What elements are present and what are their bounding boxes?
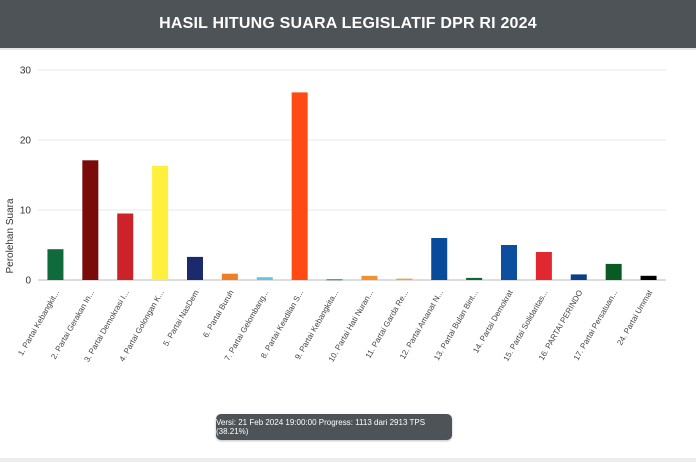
y-axis-ticks: 0 10 20 30 bbox=[20, 66, 32, 287]
grid-lines bbox=[38, 69, 666, 281]
bars bbox=[47, 92, 657, 281]
bar[interactable] bbox=[291, 92, 308, 281]
bar[interactable] bbox=[396, 278, 413, 280]
bar[interactable] bbox=[152, 165, 169, 280]
bar[interactable] bbox=[466, 277, 483, 280]
bar[interactable] bbox=[570, 274, 587, 280]
y-tick-label: 30 bbox=[20, 66, 32, 77]
x-tick-label: 6. Partai Buruh bbox=[201, 289, 235, 340]
bar[interactable] bbox=[535, 252, 552, 280]
y-tick-label: 20 bbox=[20, 136, 32, 147]
bar-chart: 0 10 20 30 Perolehan Suara 1. Partai Kebang… bbox=[5, 66, 666, 364]
x-tick-label: 24. Partai Ummat bbox=[615, 288, 654, 347]
bar[interactable] bbox=[256, 277, 273, 280]
chart-title: HASIL HITUNG SUARA LEGISLATIF DPR RI 202… bbox=[0, 0, 696, 50]
bar[interactable] bbox=[187, 256, 203, 280]
y-tick-label: 10 bbox=[20, 206, 32, 217]
bar[interactable] bbox=[431, 238, 448, 280]
y-axis-label: Perolehan Suara bbox=[5, 198, 16, 273]
bar[interactable] bbox=[640, 275, 657, 280]
bar[interactable] bbox=[361, 275, 378, 280]
y-tick-label: 0 bbox=[25, 276, 31, 287]
bar[interactable] bbox=[221, 273, 238, 280]
bar[interactable] bbox=[117, 213, 134, 281]
bar[interactable] bbox=[82, 160, 99, 280]
bottom-divider bbox=[0, 458, 696, 462]
bar[interactable] bbox=[605, 263, 622, 280]
x-axis-labels: 1. Partai Kebangkit...2. Partai Gerakan … bbox=[16, 288, 654, 364]
progress-version-badge: Versi: 21 Feb 2024 19:00:00 Progress: 11… bbox=[216, 414, 452, 440]
x-tick-label: 5. Partai NasDem bbox=[161, 288, 201, 347]
bar[interactable] bbox=[47, 249, 64, 280]
bar[interactable] bbox=[326, 279, 343, 281]
bar[interactable] bbox=[501, 245, 517, 280]
